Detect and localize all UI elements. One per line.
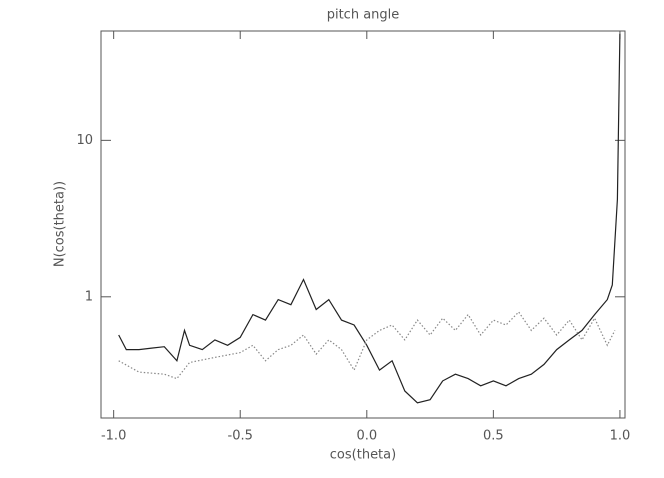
plot-frame: [100, 30, 626, 419]
y-tick-label: 1: [85, 289, 93, 304]
y-axis-label: N(cos(theta)): [53, 181, 68, 267]
x-tick-label: 0.5: [483, 429, 504, 444]
x-tick-label: 1.0: [610, 429, 631, 444]
data-line: [118, 33, 621, 404]
chart-title: pitch angle: [327, 8, 400, 23]
x-tick-label: -0.5: [228, 429, 253, 444]
x-tick-label: 0.0: [356, 429, 377, 444]
y-tick-label: 10: [76, 133, 93, 148]
data-line: [118, 311, 616, 380]
x-tick-label: -1.0: [101, 429, 126, 444]
x-axis-label: cos(theta): [330, 448, 396, 463]
